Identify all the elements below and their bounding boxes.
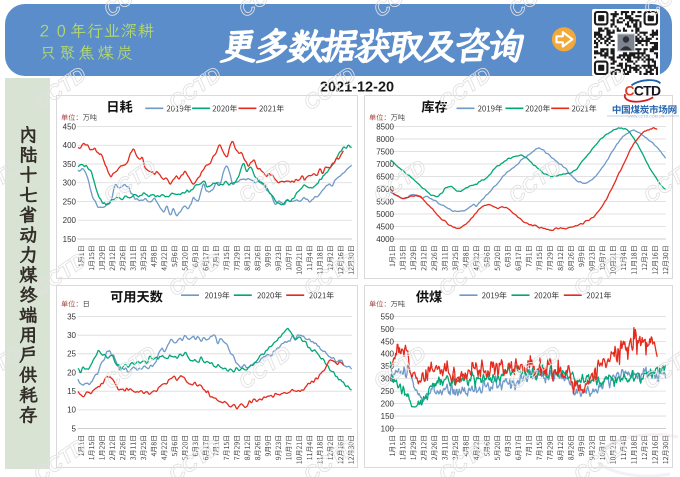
svg-text:300: 300 (381, 375, 395, 384)
svg-text:450: 450 (63, 122, 77, 131)
svg-text:250: 250 (63, 197, 77, 206)
svg-text:5000: 5000 (376, 210, 394, 219)
svg-text:550: 550 (381, 312, 395, 321)
svg-text:5: 5 (72, 424, 77, 433)
svg-text:30: 30 (67, 331, 76, 340)
svg-text:4500: 4500 (376, 222, 394, 231)
svg-text:450: 450 (381, 337, 395, 346)
svg-text:100: 100 (381, 424, 395, 433)
svg-text:300: 300 (63, 179, 77, 188)
svg-text:5500: 5500 (376, 197, 394, 206)
svg-text:200: 200 (381, 400, 395, 409)
svg-text:4000: 4000 (376, 235, 394, 244)
svg-text:150: 150 (63, 235, 77, 244)
svg-text:35: 35 (67, 312, 76, 321)
svg-text:CCTD: CCTD (625, 83, 661, 99)
svg-text:6500: 6500 (376, 172, 394, 181)
svg-text:350: 350 (381, 362, 395, 371)
svg-text:7500: 7500 (376, 147, 394, 156)
svg-text:400: 400 (381, 350, 395, 359)
svg-text:20: 20 (67, 368, 76, 377)
svg-text:WWW.CCTD.COM.CN: WWW.CCTD.COM.CN (627, 115, 664, 119)
svg-text:15: 15 (67, 387, 76, 396)
svg-text:200: 200 (63, 216, 77, 225)
svg-text:150: 150 (381, 412, 395, 421)
svg-text:250: 250 (381, 387, 395, 396)
svg-text:8000: 8000 (376, 135, 394, 144)
svg-text:8500: 8500 (376, 122, 394, 131)
svg-text:10: 10 (67, 406, 76, 415)
svg-text:400: 400 (63, 141, 77, 150)
svg-text:25: 25 (67, 350, 76, 359)
svg-text:6000: 6000 (376, 185, 394, 194)
svg-text:2021-12-20: 2021-12-20 (320, 80, 394, 96)
svg-text:500: 500 (381, 325, 395, 334)
svg-text:350: 350 (63, 160, 77, 169)
svg-text:7000: 7000 (376, 160, 394, 169)
